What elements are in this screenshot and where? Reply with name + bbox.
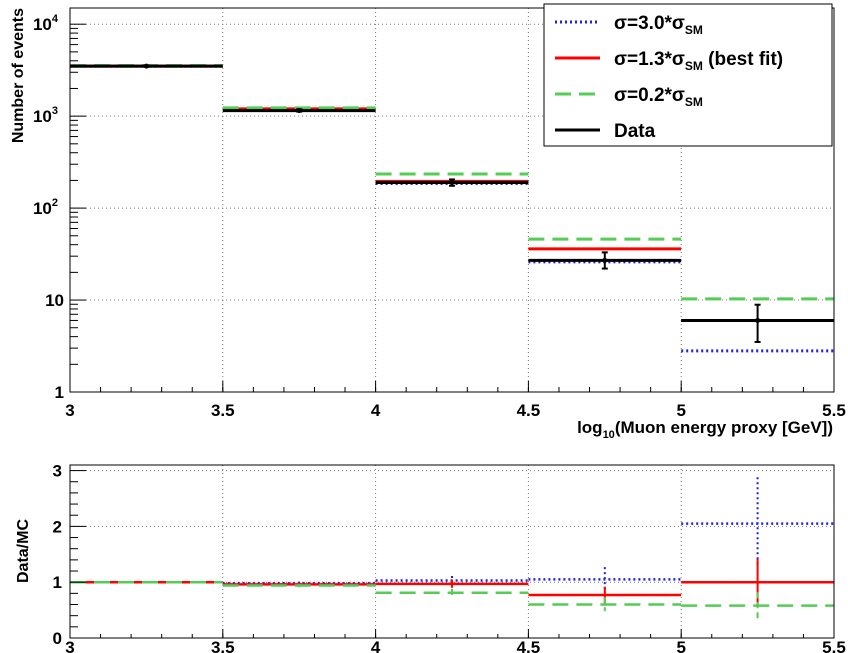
bottom-y-tick-label: 2 <box>53 517 62 536</box>
top-x-tick-label: 4.5 <box>517 401 541 420</box>
top-plot-frame <box>69 7 835 393</box>
bottom-y-tick-label: 1 <box>53 573 62 592</box>
top-series <box>70 63 834 353</box>
top-ticks <box>69 23 835 393</box>
bottom-x-tick-label: 5.5 <box>822 638 846 653</box>
top-panel: 3 3.5 4 4.5 5 5.5 1 10 102 103 104 Number of even… <box>10 3 846 441</box>
top-y-axis-label: Number of events <box>10 8 27 143</box>
legend: σ=3.0*σSM σ=1.3*σSM (best fit) σ=0.2*σSM Da… <box>543 3 833 147</box>
bottom-plot-frame <box>69 464 835 639</box>
top-x-tick-label: 5.5 <box>822 401 846 420</box>
top-x-tick-label: 3 <box>65 401 74 420</box>
top-x-tick-label: 4 <box>371 401 381 420</box>
data-point <box>602 257 608 263</box>
bottom-panel: 3 3.5 4 4.5 5 5.5 0 1 2 3 Data/MC <box>15 462 846 653</box>
bottom-x-tick-label: 5 <box>676 638 685 653</box>
bottom-y-tick-label: 3 <box>53 462 62 481</box>
bottom-series <box>70 477 834 619</box>
bottom-x-tick-labels: 3 3.5 4 4.5 5 5.5 <box>65 638 846 653</box>
top-x-tick-label: 5 <box>676 401 685 420</box>
top-y-tick-label: 104 <box>33 13 59 34</box>
top-x-tick-labels: 3 3.5 4 4.5 5 5.5 <box>65 401 846 420</box>
bottom-x-tick-label: 3 <box>65 638 74 653</box>
top-y-tick-labels: 1 10 102 103 104 <box>33 13 64 402</box>
top-x-tick-label: 3.5 <box>211 401 235 420</box>
data-point <box>755 317 761 323</box>
top-x-axis-label: log10(Muon energy proxy [GeV]) <box>577 418 833 441</box>
top-y-tick-label: 10 <box>45 291 64 310</box>
bottom-ticks <box>69 470 835 639</box>
bottom-x-tick-label: 3.5 <box>211 638 235 653</box>
bottom-x-tick-label: 4.5 <box>517 638 541 653</box>
data-point <box>296 108 302 114</box>
legend-label-3: Data <box>614 121 656 142</box>
top-y-tick-label: 103 <box>33 105 58 126</box>
top-y-tick-label: 102 <box>33 197 58 218</box>
bottom-y-tick-label: 0 <box>53 629 62 648</box>
legend-label-0: σ=3.0*σSM <box>614 13 703 37</box>
legend-label-2: σ=0.2*σSM <box>614 85 703 109</box>
bottom-grid <box>70 465 834 638</box>
legend-box <box>543 3 833 147</box>
legend-label-1: σ=1.3*σSM (best fit) <box>614 49 783 73</box>
top-y-tick-label: 1 <box>55 383 64 402</box>
bottom-y-tick-labels: 0 1 2 3 <box>53 462 62 648</box>
data-point <box>143 63 149 69</box>
bottom-x-tick-label: 4 <box>371 638 381 653</box>
data-point <box>449 179 455 185</box>
bottom-y-axis-label: Data/MC <box>15 519 32 583</box>
